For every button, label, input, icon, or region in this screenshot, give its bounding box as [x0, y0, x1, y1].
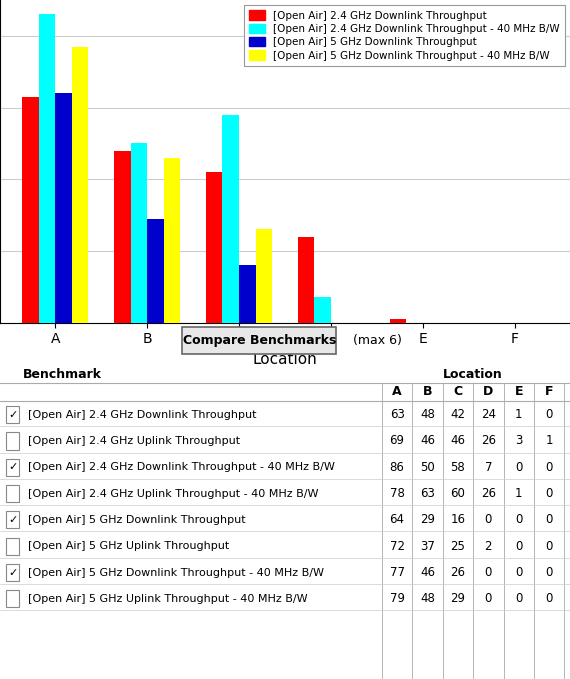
Text: 29: 29 [420, 513, 435, 526]
Bar [39, 14, 55, 323]
Bar [206, 172, 222, 323]
Text: C: C [453, 385, 462, 398]
Text: 16: 16 [450, 513, 465, 526]
Text: 58: 58 [450, 461, 465, 474]
Text: 0: 0 [484, 513, 492, 526]
Bar [239, 265, 255, 323]
Text: A: A [392, 385, 402, 398]
Text: [Open Air] 5 GHz Downlink Throughput: [Open Air] 5 GHz Downlink Throughput [28, 515, 246, 525]
Text: 86: 86 [390, 461, 405, 474]
Text: 3: 3 [515, 435, 522, 447]
Text: ✓: ✓ [8, 462, 17, 473]
Text: 0: 0 [515, 513, 522, 526]
Text: ✓: ✓ [8, 568, 17, 578]
Text: 77: 77 [390, 566, 405, 579]
Text: 48: 48 [420, 592, 435, 606]
Text: 0: 0 [484, 592, 492, 606]
FancyBboxPatch shape [182, 327, 336, 354]
Text: 46: 46 [450, 435, 465, 447]
Text: 0: 0 [545, 461, 553, 474]
Text: [Open Air] 2.4 GHz Uplink Throughput - 40 MHz B/W: [Open Air] 2.4 GHz Uplink Throughput - 4… [28, 489, 319, 498]
Text: 1: 1 [515, 487, 523, 500]
Text: 1: 1 [545, 435, 553, 447]
Text: 46: 46 [420, 435, 435, 447]
Text: 0: 0 [545, 487, 553, 500]
Text: E: E [515, 385, 523, 398]
Text: [Open Air] 5 GHz Uplink Throughput: [Open Air] 5 GHz Uplink Throughput [28, 541, 230, 551]
Text: [Open Air] 2.4 GHz Downlink Throughput: [Open Air] 2.4 GHz Downlink Throughput [28, 409, 257, 420]
Text: 26: 26 [481, 487, 496, 500]
Text: 25: 25 [450, 540, 465, 553]
Text: 0: 0 [545, 540, 553, 553]
Text: 69: 69 [390, 435, 405, 447]
FancyBboxPatch shape [6, 485, 19, 502]
Bar [55, 93, 72, 323]
Text: ✓: ✓ [8, 515, 17, 525]
Bar [114, 151, 131, 323]
Text: 72: 72 [390, 540, 405, 553]
Bar [72, 47, 88, 323]
Text: Location: Location [443, 368, 503, 381]
FancyBboxPatch shape [6, 511, 19, 528]
FancyBboxPatch shape [6, 433, 19, 449]
Text: (max 6): (max 6) [353, 334, 402, 347]
Text: 0: 0 [545, 566, 553, 579]
FancyBboxPatch shape [6, 590, 19, 608]
Text: 64: 64 [390, 513, 405, 526]
Text: [Open Air] 2.4 GHz Uplink Throughput: [Open Air] 2.4 GHz Uplink Throughput [28, 436, 241, 446]
Text: [Open Air] 5 GHz Downlink Throughput - 40 MHz B/W: [Open Air] 5 GHz Downlink Throughput - 4… [28, 568, 324, 578]
FancyBboxPatch shape [6, 538, 19, 555]
Bar [22, 96, 39, 323]
Text: 63: 63 [390, 408, 405, 421]
Text: 24: 24 [481, 408, 496, 421]
Text: 37: 37 [420, 540, 435, 553]
Text: 0: 0 [484, 566, 492, 579]
Text: B: B [423, 385, 432, 398]
Legend: [Open Air] 2.4 GHz Downlink Throughput, [Open Air] 2.4 GHz Downlink Throughput -: [Open Air] 2.4 GHz Downlink Throughput, … [244, 5, 565, 66]
Text: D: D [483, 385, 494, 398]
FancyBboxPatch shape [6, 459, 19, 476]
Text: 63: 63 [420, 487, 435, 500]
Text: 79: 79 [390, 592, 405, 606]
Text: 29: 29 [450, 592, 465, 606]
FancyBboxPatch shape [6, 406, 19, 423]
Text: 26: 26 [450, 566, 465, 579]
Text: 78: 78 [390, 487, 405, 500]
X-axis label: Location: Location [253, 352, 317, 367]
Text: Compare Benchmarks: Compare Benchmarks [182, 334, 336, 347]
Text: 60: 60 [450, 487, 465, 500]
Text: Benchmark: Benchmark [23, 368, 102, 381]
Text: 0: 0 [515, 461, 522, 474]
Text: 50: 50 [420, 461, 435, 474]
Bar [390, 319, 406, 323]
Text: F: F [545, 385, 553, 398]
Bar [315, 297, 331, 323]
Text: 0: 0 [515, 566, 522, 579]
Text: [Open Air] 2.4 GHz Downlink Throughput - 40 MHz B/W: [Open Air] 2.4 GHz Downlink Throughput -… [28, 462, 335, 473]
Bar [131, 143, 147, 323]
Text: ✓: ✓ [8, 409, 17, 420]
Text: 42: 42 [450, 408, 465, 421]
Text: 48: 48 [420, 408, 435, 421]
Text: 0: 0 [515, 592, 522, 606]
Text: 7: 7 [484, 461, 492, 474]
Bar [222, 115, 239, 323]
Text: 0: 0 [515, 540, 522, 553]
Bar [147, 219, 164, 323]
Text: [Open Air] 5 GHz Uplink Throughput - 40 MHz B/W: [Open Air] 5 GHz Uplink Throughput - 40 … [28, 594, 308, 604]
Text: 0: 0 [545, 408, 553, 421]
Text: 46: 46 [420, 566, 435, 579]
Text: 2: 2 [484, 540, 492, 553]
Bar [164, 158, 180, 323]
Text: 1: 1 [515, 408, 523, 421]
Bar [298, 236, 315, 323]
Text: 0: 0 [545, 513, 553, 526]
Text: 26: 26 [481, 435, 496, 447]
FancyBboxPatch shape [6, 564, 19, 581]
Text: 0: 0 [545, 592, 553, 606]
Bar [255, 230, 272, 323]
